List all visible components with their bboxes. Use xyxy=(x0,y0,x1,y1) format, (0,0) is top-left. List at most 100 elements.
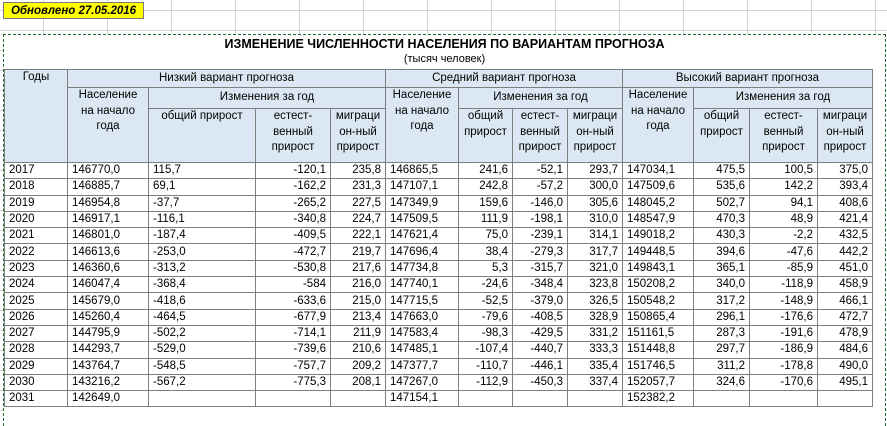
low-population-cell: 142649,0 xyxy=(67,390,149,408)
mid-natural-cell: -440,7 xyxy=(512,341,568,359)
high-population-cell: 152057,7 xyxy=(622,373,694,392)
header-year: Годы xyxy=(4,69,68,163)
mid-population-cell: 147107,1 xyxy=(385,178,459,196)
mid-migration-cell: 321,0 xyxy=(567,259,623,278)
mid-migration-cell: 333,3 xyxy=(567,341,623,359)
high-natural-cell: 142,2 xyxy=(749,178,818,196)
high-population-cell: 151161,5 xyxy=(622,324,694,343)
mid-total-cell: 242,8 xyxy=(458,178,513,196)
mid-population-cell: 147267,0 xyxy=(385,373,459,392)
table-row: 2024 146047,4 -368,4 -584 216,0 147740,1 -24,6… xyxy=(4,276,873,294)
low-population-cell: 145679,0 xyxy=(67,292,149,310)
mid-natural-cell xyxy=(512,390,568,408)
high-migration-cell: 490,0 xyxy=(817,357,873,375)
low-migration-cell: 217,6 xyxy=(330,259,386,278)
high-total-cell: 365,1 xyxy=(693,259,750,278)
mid-population-cell: 147509,5 xyxy=(385,210,459,229)
low-migration-cell: 209,2 xyxy=(330,357,386,375)
title-area: ИЗМЕНЕНИЕ ЧИСЛЕННОСТИ НАСЕЛЕНИЯ ПО ВАРИА… xyxy=(4,35,885,69)
mid-total-cell: -110,7 xyxy=(458,357,513,375)
mid-population-cell: 147349,9 xyxy=(385,194,459,212)
mid-migration-cell: 317,7 xyxy=(567,243,623,261)
mid-total-cell: -107,4 xyxy=(458,341,513,359)
year-cell: 2029 xyxy=(4,357,68,375)
year-cell: 2025 xyxy=(4,292,68,310)
low-population-cell: 146954,8 xyxy=(67,194,149,212)
mid-total-cell: -24,6 xyxy=(458,276,513,294)
low-population-cell: 146613,6 xyxy=(67,243,149,261)
year-cell: 2031 xyxy=(4,390,68,408)
low-natural-cell: -584 xyxy=(255,276,331,294)
table-row: 2019 146954,8 -37,7 -265,2 227,5 147349,9 159,… xyxy=(4,194,873,212)
low-migration-cell: 235,8 xyxy=(330,161,386,180)
low-natural-cell: -340,8 xyxy=(255,210,331,229)
year-cell: 2021 xyxy=(4,227,68,245)
forecast-table: Годы Низкий вариант прогноза Средний вар… xyxy=(4,69,873,408)
high-natural-cell: -118,9 xyxy=(749,276,818,294)
low-population-cell: 146360,6 xyxy=(67,259,149,278)
low-migration-cell: 213,4 xyxy=(330,308,386,326)
high-total-cell: 470,3 xyxy=(693,210,750,229)
high-natural-cell: 48,9 xyxy=(749,210,818,229)
high-population-cell: 151448,8 xyxy=(622,341,694,359)
high-migration-cell: 458,9 xyxy=(817,276,873,294)
low-population-cell: 146770,0 xyxy=(67,161,149,180)
low-natural-cell: -757,7 xyxy=(255,357,331,375)
low-natural-cell: -775,3 xyxy=(255,373,331,392)
low-total-cell: -548,5 xyxy=(148,357,256,375)
table-row: 2026 145260,4 -464,5 -677,9 213,4 147663,0 -79… xyxy=(4,308,873,326)
table-row: 2023 146360,6 -313,2 -530,8 217,6 147734,8 5,3… xyxy=(4,259,873,278)
low-migration-cell: 231,3 xyxy=(330,178,386,196)
year-cell: 2030 xyxy=(4,373,68,392)
mid-natural-cell: -315,7 xyxy=(512,259,568,278)
mid-natural-cell: -279,3 xyxy=(512,243,568,261)
high-natural-cell: -85,9 xyxy=(749,259,818,278)
mid-total-cell: -52,5 xyxy=(458,292,513,310)
table-row: 2018 146885,7 69,1 -162,2 231,3 147107,1 242,8… xyxy=(4,178,873,196)
mid-migration-cell: 331,2 xyxy=(567,324,623,343)
low-population-cell: 143216,2 xyxy=(67,373,149,392)
high-natural-cell: -186,9 xyxy=(749,341,818,359)
header-pop-start-low: Население на начало года xyxy=(67,87,149,163)
high-migration-cell: 478,9 xyxy=(817,324,873,343)
mid-total-cell: -98,3 xyxy=(458,324,513,343)
mid-migration-cell: 293,7 xyxy=(567,161,623,180)
low-total-cell: -567,2 xyxy=(148,373,256,392)
low-natural-cell: -739,6 xyxy=(255,341,331,359)
high-natural-cell: 94,1 xyxy=(749,194,818,212)
high-migration-cell: 393,4 xyxy=(817,178,873,196)
header-variant-high: Высокий вариант прогноза xyxy=(622,69,873,88)
low-total-cell: 115,7 xyxy=(148,161,256,180)
mid-total-cell: 241,6 xyxy=(458,161,513,180)
mid-migration-cell: 328,9 xyxy=(567,308,623,326)
table-row: 2020 146917,1 -116,1 -340,8 224,7 147509,5 111… xyxy=(4,210,873,229)
mid-total-cell: 159,6 xyxy=(458,194,513,212)
high-total-cell: 296,1 xyxy=(693,308,750,326)
header-changes-mid: Изменения за год xyxy=(458,87,623,109)
mid-migration-cell: 326,5 xyxy=(567,292,623,310)
low-migration-cell: 211,9 xyxy=(330,324,386,343)
high-population-cell: 150548,2 xyxy=(622,292,694,310)
mid-population-cell: 147740,1 xyxy=(385,276,459,294)
high-population-cell: 149448,5 xyxy=(622,243,694,261)
mid-population-cell: 146865,5 xyxy=(385,161,459,180)
low-migration-cell: 222,1 xyxy=(330,227,386,245)
header-migration-mid: миграци он-ный прирост xyxy=(567,108,623,163)
mid-migration-cell: 300,0 xyxy=(567,178,623,196)
low-total-cell xyxy=(148,390,256,408)
header-natural-high: естест-венный прирост xyxy=(749,108,818,163)
high-population-cell: 151746,5 xyxy=(622,357,694,375)
high-population-cell: 148547,9 xyxy=(622,210,694,229)
low-total-cell: -313,2 xyxy=(148,259,256,278)
low-natural-cell: -677,9 xyxy=(255,308,331,326)
header-changes-low: Изменения за год xyxy=(148,87,386,109)
low-total-cell: 69,1 xyxy=(148,178,256,196)
high-total-cell: 311,2 xyxy=(693,357,750,375)
low-population-cell: 144293,7 xyxy=(67,341,149,359)
table-title: ИЗМЕНЕНИЕ ЧИСЛЕННОСТИ НАСЕЛЕНИЯ ПО ВАРИА… xyxy=(224,37,665,51)
table-row: 2030 143216,2 -567,2 -775,3 208,1 147267,0 -11… xyxy=(4,373,873,392)
high-population-cell: 147509,6 xyxy=(622,178,694,196)
high-migration-cell: 472,7 xyxy=(817,308,873,326)
low-migration-cell: 224,7 xyxy=(330,210,386,229)
mid-natural-cell: -57,2 xyxy=(512,178,568,196)
